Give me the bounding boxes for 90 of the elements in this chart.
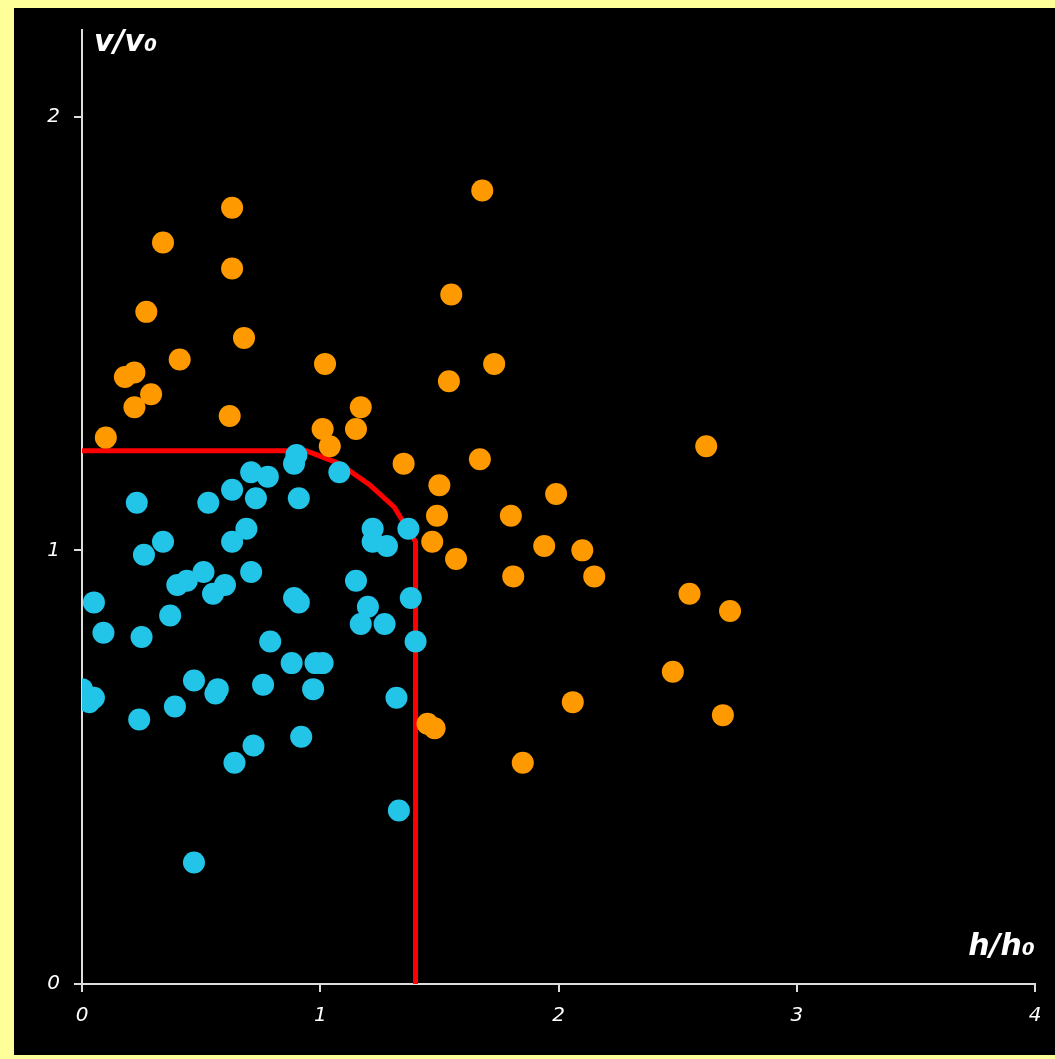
point: [583, 565, 606, 588]
point: [375, 535, 398, 558]
point: [468, 448, 491, 471]
point: [159, 604, 182, 627]
point: [440, 283, 463, 306]
point: [387, 799, 410, 822]
point: [399, 587, 422, 610]
point: [344, 417, 367, 440]
point: [240, 561, 263, 584]
point: [280, 652, 303, 675]
point: [221, 257, 244, 280]
point: [128, 708, 151, 731]
point: [511, 751, 534, 774]
point: [423, 717, 446, 740]
point: [182, 851, 205, 874]
point: [571, 539, 594, 562]
point: [259, 630, 282, 653]
point: [421, 530, 444, 553]
x-axis-title: h/h₀: [968, 926, 1035, 962]
x-tick-label: 2: [552, 1002, 565, 1027]
point: [314, 352, 337, 375]
point: [123, 396, 146, 419]
point: [163, 695, 186, 718]
point: [318, 435, 341, 458]
point: [695, 435, 718, 458]
point: [483, 352, 506, 375]
x-tick-label: 1: [313, 1002, 327, 1027]
point: [302, 678, 325, 701]
point: [132, 543, 155, 566]
point: [356, 595, 379, 618]
x-tick-label: 3: [790, 1002, 804, 1027]
point: [425, 504, 448, 527]
point: [349, 396, 372, 419]
point: [499, 504, 522, 527]
point: [82, 591, 105, 614]
point: [256, 465, 279, 488]
point: [152, 530, 175, 553]
y-tick-label: 0: [47, 970, 60, 995]
point: [719, 600, 742, 623]
point: [445, 548, 468, 571]
point: [221, 530, 244, 553]
point: [373, 613, 396, 636]
point: [711, 704, 734, 727]
point: [235, 517, 258, 540]
y-tick-label: 2: [47, 102, 60, 127]
point: [223, 751, 246, 774]
point: [182, 669, 205, 692]
point: [661, 660, 684, 683]
point: [678, 582, 701, 605]
point: [244, 487, 267, 510]
point: [94, 426, 117, 449]
y-axis-title: v/v₀: [94, 22, 158, 58]
y-tick-label: 1: [47, 536, 60, 561]
point: [545, 482, 568, 505]
point: [561, 691, 584, 714]
point: [385, 686, 408, 709]
point: [140, 383, 163, 406]
point: [437, 370, 460, 393]
point: [287, 487, 310, 510]
point: [166, 574, 189, 597]
point: [123, 361, 146, 384]
point: [311, 417, 334, 440]
point: [130, 626, 153, 649]
point: [428, 474, 451, 497]
point: [192, 561, 215, 584]
point: [344, 569, 367, 592]
point: [328, 461, 351, 484]
point: [135, 300, 158, 323]
point: [213, 574, 236, 597]
point: [252, 673, 275, 696]
x-tick-label: 4: [1028, 1002, 1042, 1027]
point: [92, 621, 115, 644]
point: [533, 535, 556, 558]
point: [197, 491, 220, 514]
x-tick-label: 0: [75, 1002, 89, 1027]
point: [233, 326, 256, 349]
point: [349, 613, 372, 636]
point: [125, 491, 148, 514]
point: [290, 725, 313, 748]
point: [392, 452, 415, 475]
point: [502, 565, 525, 588]
point: [221, 478, 244, 501]
point: [242, 734, 265, 757]
point: [152, 231, 175, 254]
point: [404, 630, 427, 653]
point: [397, 517, 420, 540]
point: [221, 196, 244, 219]
point: [471, 179, 494, 202]
point: [168, 348, 191, 371]
point: [218, 404, 241, 427]
